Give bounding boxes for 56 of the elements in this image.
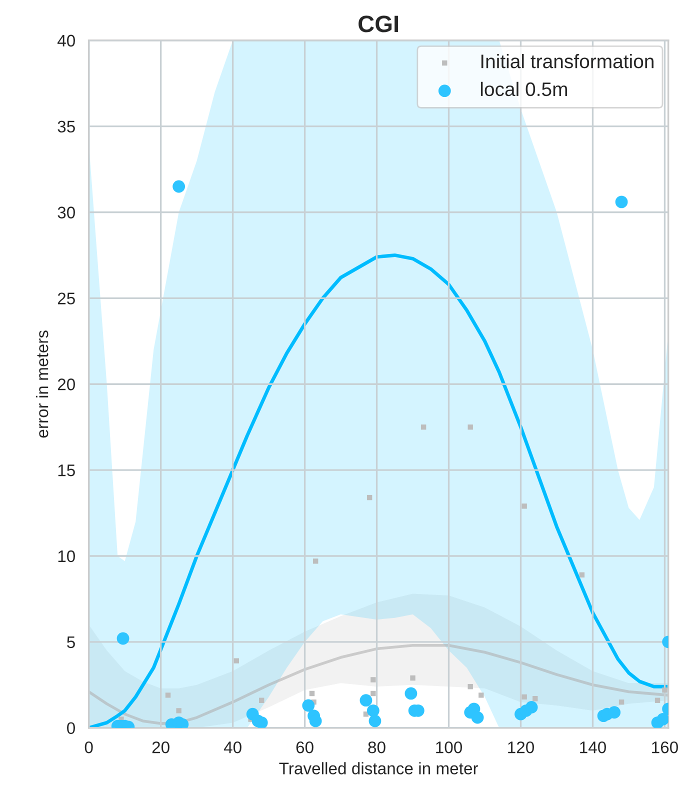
point — [259, 698, 264, 703]
point — [116, 632, 130, 645]
point — [312, 558, 318, 564]
x-tick-label: 20 — [152, 741, 170, 754]
point — [618, 699, 624, 705]
point — [471, 711, 484, 724]
x-tick-label: 160 — [652, 741, 678, 754]
y-tick-label: 35 — [58, 120, 75, 133]
point — [404, 687, 418, 700]
point — [608, 706, 621, 719]
point — [165, 692, 171, 698]
y-tick-label: 10 — [58, 550, 75, 562]
legend-label: Initial transformation — [481, 54, 654, 68]
point — [410, 675, 416, 681]
point — [368, 714, 382, 728]
point — [532, 696, 538, 702]
point — [525, 701, 538, 714]
x-axis-title: Travelled distance in meter — [279, 762, 478, 774]
point — [176, 708, 182, 714]
point — [366, 704, 380, 717]
y-tick-label: 5 — [67, 636, 75, 648]
y-tick-label: 0 — [67, 722, 75, 734]
point — [370, 677, 376, 682]
point — [522, 694, 527, 700]
point — [309, 690, 315, 696]
point — [522, 504, 527, 509]
point — [579, 572, 585, 578]
y-tick-label: 20 — [58, 378, 75, 390]
point — [468, 684, 473, 690]
point — [366, 494, 372, 500]
x-tick-label: 40 — [224, 741, 242, 754]
point — [654, 698, 660, 703]
y-tick-label: 25 — [58, 292, 75, 304]
y-tick-label: 30 — [58, 206, 75, 218]
x-tick-label: 120 — [508, 741, 534, 754]
point — [234, 658, 240, 664]
point — [420, 424, 426, 430]
point — [656, 713, 668, 726]
point — [370, 690, 376, 696]
x-tick-label: 80 — [368, 741, 386, 754]
x-tick-label: 100 — [436, 741, 462, 754]
x-tick-label: 140 — [580, 741, 606, 754]
point — [468, 424, 473, 430]
point — [302, 699, 315, 712]
y-tick-label: 15 — [58, 464, 75, 476]
legend-label: local 0.5m — [480, 82, 567, 96]
point — [478, 692, 484, 698]
x-tick-label: 0 — [84, 741, 93, 754]
point — [662, 687, 668, 693]
chart-title: CGI — [358, 16, 398, 32]
point — [360, 694, 372, 707]
x-tick-label: 60 — [296, 741, 314, 754]
y-tick-label: 40 — [57, 34, 75, 47]
point — [172, 180, 186, 193]
point — [615, 196, 628, 208]
y-axis-title: error in meters — [36, 330, 48, 438]
